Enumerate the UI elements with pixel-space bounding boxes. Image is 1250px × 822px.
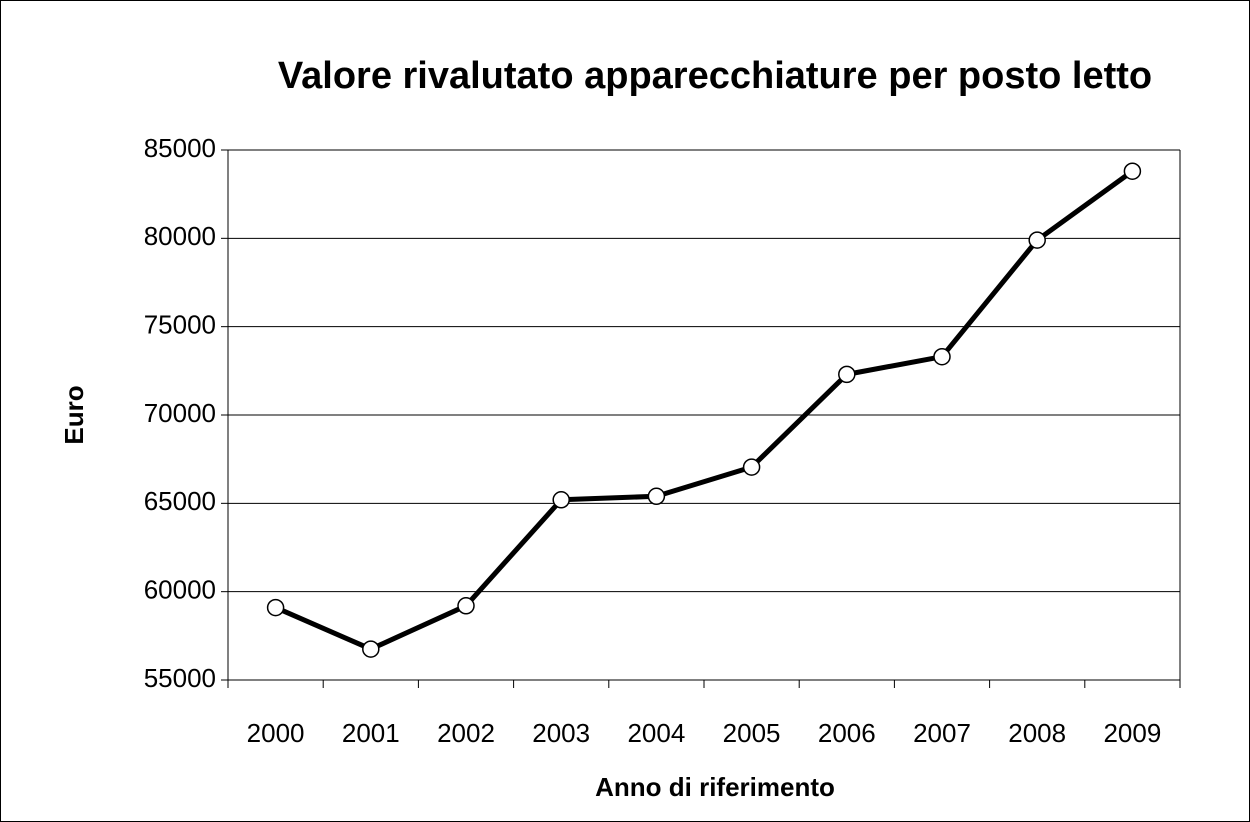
y-tick-label: 70000 — [144, 398, 216, 428]
data-point — [362, 640, 380, 658]
y-tick-label: 65000 — [144, 486, 216, 516]
data-point — [1123, 162, 1142, 180]
y-tick-label: 85000 — [144, 133, 216, 163]
x-tick-label: 2006 — [818, 718, 876, 748]
y-axis-title: Euro — [59, 385, 89, 444]
data-point — [933, 347, 951, 366]
data-point — [457, 597, 475, 615]
data-point — [1028, 231, 1046, 249]
y-tick-label: 80000 — [144, 221, 216, 251]
x-tick-label: 2008 — [1008, 718, 1066, 748]
series-line — [274, 169, 1134, 652]
data-point — [838, 365, 856, 384]
y-tick-label: 60000 — [144, 575, 216, 605]
x-tick-label: 2001 — [342, 718, 400, 748]
data-point — [647, 487, 666, 506]
x-tick-label: 2002 — [437, 718, 495, 748]
x-tick-label: 2004 — [627, 718, 685, 748]
y-tick-label: 75000 — [144, 310, 216, 340]
x-tick-label: 2003 — [532, 718, 590, 748]
x-tick-label: 2007 — [913, 718, 971, 748]
x-axis-title: Anno di riferimento — [595, 772, 835, 802]
y-tick-label: 55000 — [144, 663, 216, 693]
x-tick-label: 2009 — [1103, 718, 1161, 748]
data-point — [552, 491, 570, 509]
chart-title: Valore rivalutato apparecchiature per po… — [278, 55, 1152, 97]
x-tick-label: 2000 — [247, 718, 305, 748]
data-point — [742, 458, 761, 476]
x-tick-label: 2005 — [723, 718, 781, 748]
data-point — [266, 598, 285, 617]
